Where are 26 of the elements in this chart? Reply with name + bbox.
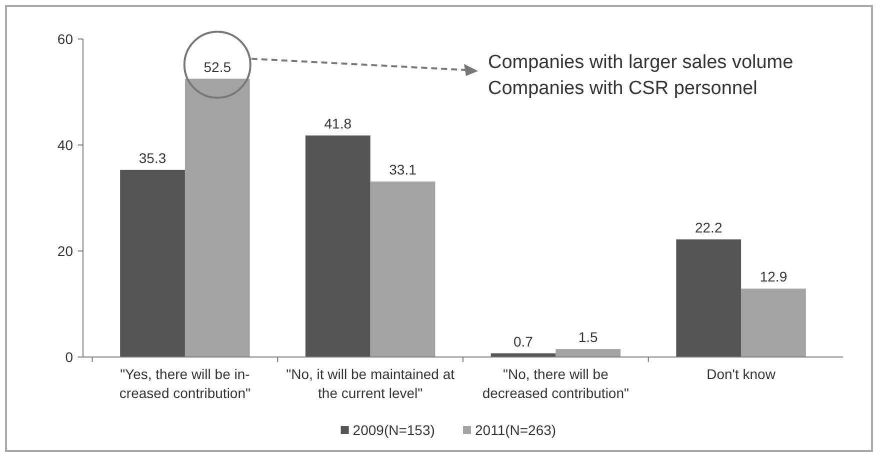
x-tick-label: "Yes, there will be in- creased contribution": [119, 366, 251, 401]
x-tick-label: Don't know: [706, 366, 776, 382]
data-label: 33.1: [389, 162, 417, 178]
annotation: Companies with larger sales volume Companies with CSR personnel: [488, 52, 794, 99]
legend-label: 2009(N=153): [352, 422, 435, 438]
y-tick-label: 20: [57, 243, 74, 259]
x-tick-label: "No, there will be decreased contribution": [482, 366, 630, 401]
y-tick-label: 0: [65, 349, 74, 365]
data-label: 1.5: [578, 329, 598, 346]
bar: [184, 78, 250, 357]
data-label: 12.9: [760, 268, 788, 285]
bar: [556, 349, 621, 357]
x-tick-label: "No, it will be maintained at the current level": [286, 366, 455, 401]
y-tick-label: 40: [57, 137, 74, 153]
data-label: 22.2: [694, 219, 722, 236]
data-label: 41.8: [324, 115, 352, 132]
data-label: 35.3: [138, 150, 166, 166]
bar: [741, 288, 806, 357]
bar: [676, 239, 742, 357]
legend-label: 2011(N=263): [475, 422, 556, 438]
bar: [370, 182, 436, 357]
y-tick-label: 60: [57, 31, 74, 47]
bar: [305, 135, 370, 357]
data-label: 52.5: [204, 58, 232, 75]
bar: [120, 170, 185, 357]
data-label: 0.7: [514, 333, 534, 350]
